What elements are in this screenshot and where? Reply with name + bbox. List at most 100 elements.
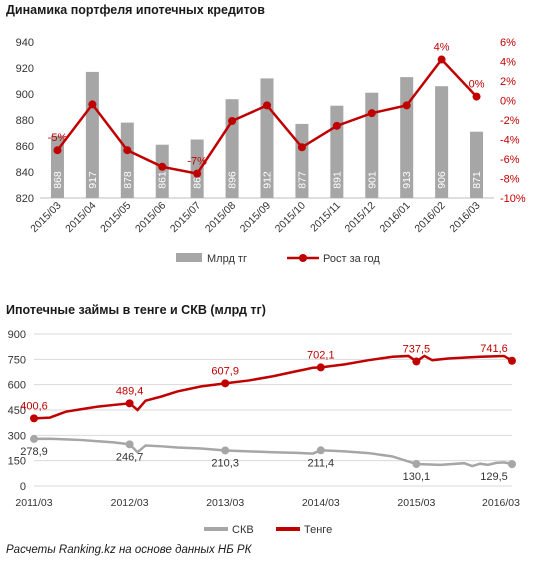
y-tick-label: 940 bbox=[16, 37, 34, 49]
skv-value-label: 130,1 bbox=[403, 471, 431, 483]
bar-value-label: 906 bbox=[436, 171, 448, 189]
y-tick-label: 900 bbox=[16, 89, 34, 101]
x-tick-label: 2015/08 bbox=[203, 200, 238, 235]
chart1-title: Динамика портфеля ипотечных кредитов bbox=[6, 3, 265, 17]
bar bbox=[365, 92, 379, 198]
skv-value-label: 278,9 bbox=[20, 446, 48, 458]
growth-point bbox=[263, 101, 271, 110]
tenge-point bbox=[30, 414, 38, 423]
bar bbox=[190, 139, 204, 198]
growth-point bbox=[367, 109, 376, 118]
bar-value-label: 871 bbox=[471, 171, 483, 189]
x-tick-label: 2013/03 bbox=[206, 497, 244, 509]
growth-value-label: 0% bbox=[469, 79, 485, 91]
y-tick-label: 0 bbox=[20, 481, 26, 493]
skv-point bbox=[125, 440, 134, 449]
bar-value-label: 896 bbox=[227, 171, 239, 189]
tenge-value-label: 489,4 bbox=[116, 385, 144, 397]
growth-value-label: -7% bbox=[187, 156, 207, 168]
growth-point bbox=[158, 162, 167, 171]
growth-point bbox=[297, 143, 306, 152]
growth-point bbox=[332, 121, 341, 130]
skv-value-label: 211,4 bbox=[307, 457, 334, 469]
skv-point bbox=[412, 460, 421, 469]
skv-point bbox=[508, 460, 516, 469]
y-tick-label: 860 bbox=[16, 141, 34, 153]
bar bbox=[120, 122, 134, 198]
x-tick-label: 2015/09 bbox=[238, 200, 273, 235]
x-tick-label: 2015/04 bbox=[63, 200, 98, 235]
tenge-value-label: 702,1 bbox=[307, 349, 335, 361]
tenge-point bbox=[316, 363, 325, 372]
bar-value-label: 868 bbox=[52, 171, 64, 189]
bar-value-label: 917 bbox=[87, 171, 99, 189]
x-tick-label: 2016/03 bbox=[447, 200, 482, 235]
growth-value-label: -5% bbox=[48, 132, 68, 144]
y-tick-label: 300 bbox=[8, 430, 26, 442]
y2-tick-label: 4% bbox=[500, 57, 516, 69]
legend-skv-label: СКВ bbox=[232, 524, 254, 536]
legend-line-marker bbox=[299, 254, 307, 262]
tenge-point bbox=[221, 379, 230, 388]
tenge-value-label: 400,6 bbox=[20, 400, 48, 412]
skv-value-label: 246,7 bbox=[116, 451, 144, 463]
legend-tenge-label: Тенге bbox=[304, 524, 332, 536]
source-note: Расчеты Ranking.kz на основе данных НБ Р… bbox=[6, 544, 252, 556]
y2-tick-label: -6% bbox=[500, 154, 520, 166]
y-tick-label: 820 bbox=[16, 193, 34, 205]
growth-point bbox=[88, 100, 97, 109]
x-tick-label: 2015/12 bbox=[343, 200, 378, 235]
tenge-value-label: 607,9 bbox=[211, 365, 239, 377]
y-tick-label: 840 bbox=[16, 167, 34, 179]
bar bbox=[155, 144, 169, 198]
y2-tick-label: -2% bbox=[500, 115, 520, 127]
y2-tick-label: 6% bbox=[500, 37, 516, 49]
growth-point bbox=[193, 169, 202, 178]
bar bbox=[435, 86, 449, 198]
tenge-point bbox=[508, 356, 516, 365]
y2-tick-label: -10% bbox=[500, 193, 526, 205]
x-tick-label: 2015/07 bbox=[168, 200, 203, 235]
y2-tick-label: 2% bbox=[500, 76, 516, 88]
y-tick-label: 900 bbox=[8, 329, 26, 341]
growth-point bbox=[402, 101, 411, 110]
growth-point bbox=[472, 92, 481, 101]
tenge-value-label: 737,5 bbox=[403, 343, 431, 355]
x-tick-label: 2014/03 bbox=[302, 497, 340, 509]
x-tick-label: 2015/10 bbox=[273, 200, 308, 235]
mortgage-currency-chart: 0 150 300 450 600 750 900 2011/03 2012/03 2013/03… bbox=[8, 329, 521, 536]
legend-bar-label: Млрд тг bbox=[207, 253, 247, 265]
bar bbox=[470, 131, 484, 198]
mortgage-portfolio-chart: 820 840 860 880 900 920 940 6% 4% 2% 0% -2% -4% -6% -8… bbox=[16, 37, 526, 265]
x-tick-label: 2016/03 bbox=[482, 497, 520, 509]
x-tick-label: 2011/03 bbox=[15, 497, 52, 509]
x-tick-label: 2016/01 bbox=[377, 200, 412, 235]
y2-tick-label: -8% bbox=[500, 174, 520, 186]
growth-point bbox=[228, 116, 237, 125]
x-tick-label: 2012/03 bbox=[111, 497, 149, 509]
x-tick-label: 2015/06 bbox=[133, 200, 168, 235]
y-tick-label: 600 bbox=[8, 380, 26, 392]
x-tick-label: 2016/02 bbox=[412, 200, 447, 235]
x-tick-label: 2015/03 bbox=[397, 497, 435, 509]
skv-value-label: 210,3 bbox=[211, 457, 239, 469]
skv-point bbox=[30, 434, 38, 443]
growth-value-label: 4% bbox=[434, 42, 450, 54]
x-tick-label: 2015/11 bbox=[308, 200, 343, 235]
tenge-point bbox=[125, 399, 134, 408]
chart2-title: Ипотечные займы в тенге и СКВ (млрд тг) bbox=[6, 303, 266, 317]
x-tick-label: 2015/05 bbox=[98, 200, 133, 235]
y-tick-label: 750 bbox=[8, 354, 26, 366]
tenge-point bbox=[412, 357, 421, 366]
growth-point bbox=[53, 146, 62, 155]
y2-tick-label: 0% bbox=[500, 96, 516, 108]
legend-line-label: Рост за год bbox=[323, 253, 380, 265]
skv-value-label: 129,5 bbox=[480, 471, 508, 483]
y-tick-label: 450 bbox=[8, 405, 26, 417]
skv-line bbox=[33, 437, 513, 468]
bar-value-label: 877 bbox=[296, 171, 308, 189]
bar-value-label: 912 bbox=[262, 171, 274, 189]
growth-point bbox=[123, 146, 132, 155]
y2-tick-label: -4% bbox=[500, 135, 520, 147]
skv-point bbox=[316, 446, 325, 455]
